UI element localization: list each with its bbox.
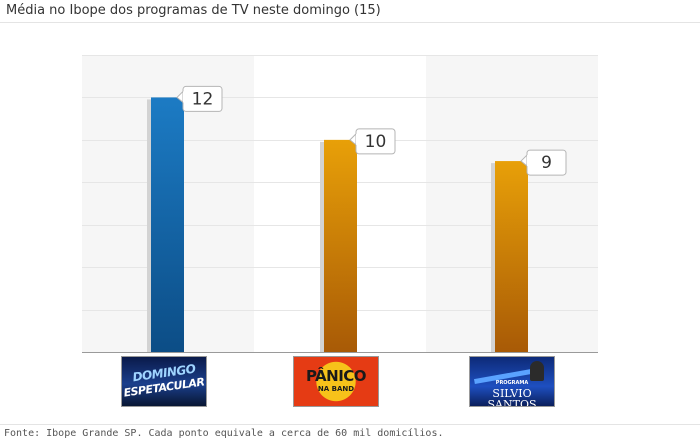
data-label-text: 9 xyxy=(541,153,552,173)
bars xyxy=(147,97,528,352)
panico-na-band-logo: PÂNICO NA BAND xyxy=(293,356,379,407)
bar xyxy=(495,161,528,352)
bar-chart: 12 10 9 xyxy=(82,55,598,353)
data-label: 10 xyxy=(349,128,396,155)
footer-divider xyxy=(0,424,700,425)
data-label: 9 xyxy=(520,149,567,176)
host-silhouette-icon xyxy=(530,361,544,381)
data-labels: 12 10 9 xyxy=(176,85,567,176)
chart-title: Média no Ibope dos programas de TV neste… xyxy=(6,3,381,18)
data-label-mask xyxy=(356,133,358,145)
source-note: Fonte: Ibope Grande SP. Cada ponto equiv… xyxy=(4,428,444,439)
logo-text: SILVIO SANTOS xyxy=(487,387,537,407)
data-label-text: 12 xyxy=(192,89,214,109)
data-label-text: 10 xyxy=(365,132,387,152)
logo-text: PÂNICO xyxy=(305,367,367,385)
programa-silvio-santos-logo: PROGRAMA SILVIO SANTOS xyxy=(469,356,555,407)
data-label-mask xyxy=(527,155,529,167)
data-label-mask xyxy=(183,91,185,103)
title-divider xyxy=(0,22,700,23)
domingo-espetacular-logo: DOMINGO ESPETACULAR xyxy=(121,356,207,407)
logo-text: PROGRAMA xyxy=(495,380,529,386)
data-label: 12 xyxy=(176,85,223,112)
bar xyxy=(151,97,184,352)
logo-text: NA BAND xyxy=(317,385,355,393)
bar xyxy=(324,139,357,352)
